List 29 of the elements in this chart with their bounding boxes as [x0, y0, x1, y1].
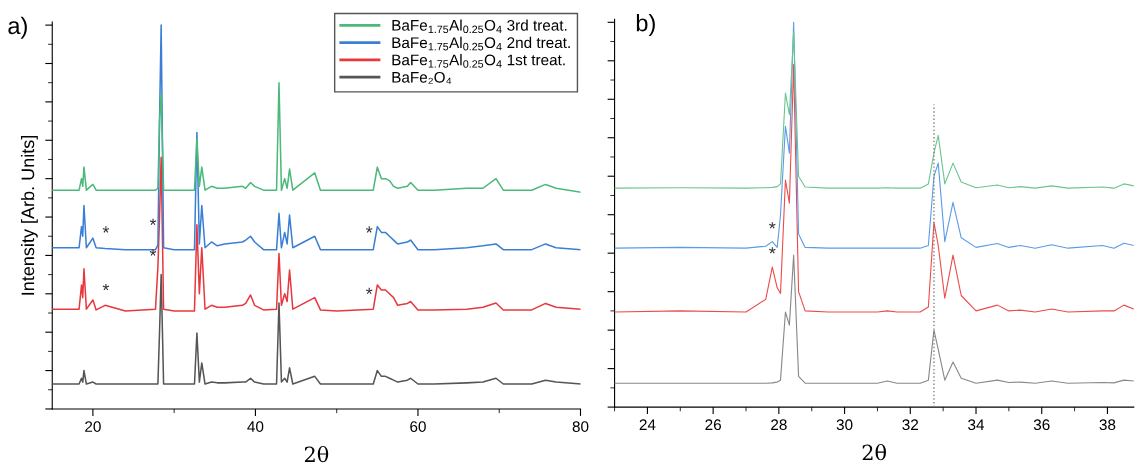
legend-label: BaFe$_{1.75}$Al$_{0.25}$O$_{4}$ 3rd treat. — [392, 19, 567, 34]
legend-label: BaFe$_{1.75}$Al$_{0.25}$O$_{4}$ 1st treat. — [392, 54, 565, 68]
x-tick-label: 38 — [1099, 419, 1116, 431]
chart-title: a) — [8, 16, 27, 39]
annotation: * — [102, 283, 110, 291]
x-tick-label: 30 — [836, 419, 853, 431]
x-tick-label: 60 — [410, 421, 426, 432]
annotation: * — [365, 226, 373, 233]
x-tick-label: 24 — [639, 419, 656, 430]
x-tick-label: 80 — [572, 421, 589, 432]
x-tick-label: 40 — [247, 421, 264, 432]
chart-title: b) — [636, 14, 655, 37]
annotation: * — [149, 218, 157, 226]
x-tick-label: 26 — [705, 419, 721, 431]
legend-label: BaFe₂O₄ — [392, 71, 452, 84]
annotation: * — [769, 222, 776, 229]
annotation: * — [149, 249, 157, 256]
x-axis-title: 2θ — [862, 444, 886, 461]
annotation: * — [365, 287, 373, 295]
x-tick-label: 28 — [771, 419, 787, 431]
annotation: * — [769, 247, 776, 254]
x-tick-label: 20 — [85, 421, 101, 432]
legend-label: BaFe$_{1.75}$Al$_{0.25}$O$_{4}$ 2nd treat. — [392, 36, 570, 51]
x-tick-label: 36 — [1033, 419, 1050, 431]
annotation: * — [102, 226, 110, 233]
x-tick-label: 34 — [968, 419, 985, 431]
x-axis-title: 2θ — [304, 445, 329, 463]
y-axis-title: Intensity [Arb. Units] — [20, 136, 38, 295]
x-tick-label: 32 — [902, 419, 919, 431]
